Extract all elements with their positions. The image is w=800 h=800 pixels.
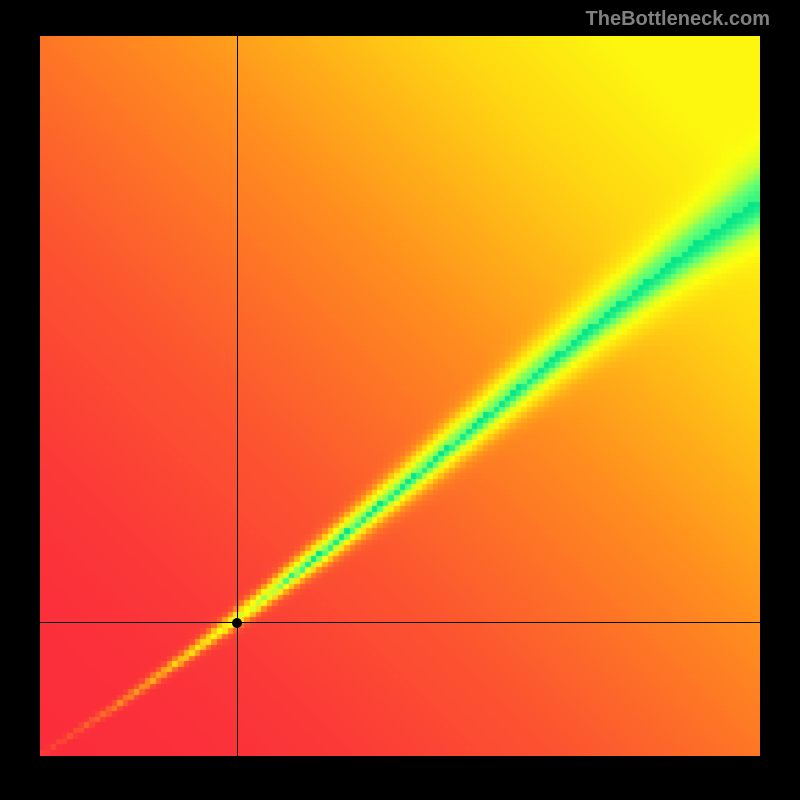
- chart-container: TheBottleneck.com: [0, 0, 800, 800]
- watermark-text: TheBottleneck.com: [586, 8, 770, 31]
- heatmap-plot: [40, 36, 760, 756]
- crosshair-point: [232, 618, 242, 628]
- crosshair-horizontal-line: [40, 622, 760, 623]
- heatmap-canvas: [40, 36, 760, 756]
- crosshair-vertical-line: [237, 36, 238, 756]
